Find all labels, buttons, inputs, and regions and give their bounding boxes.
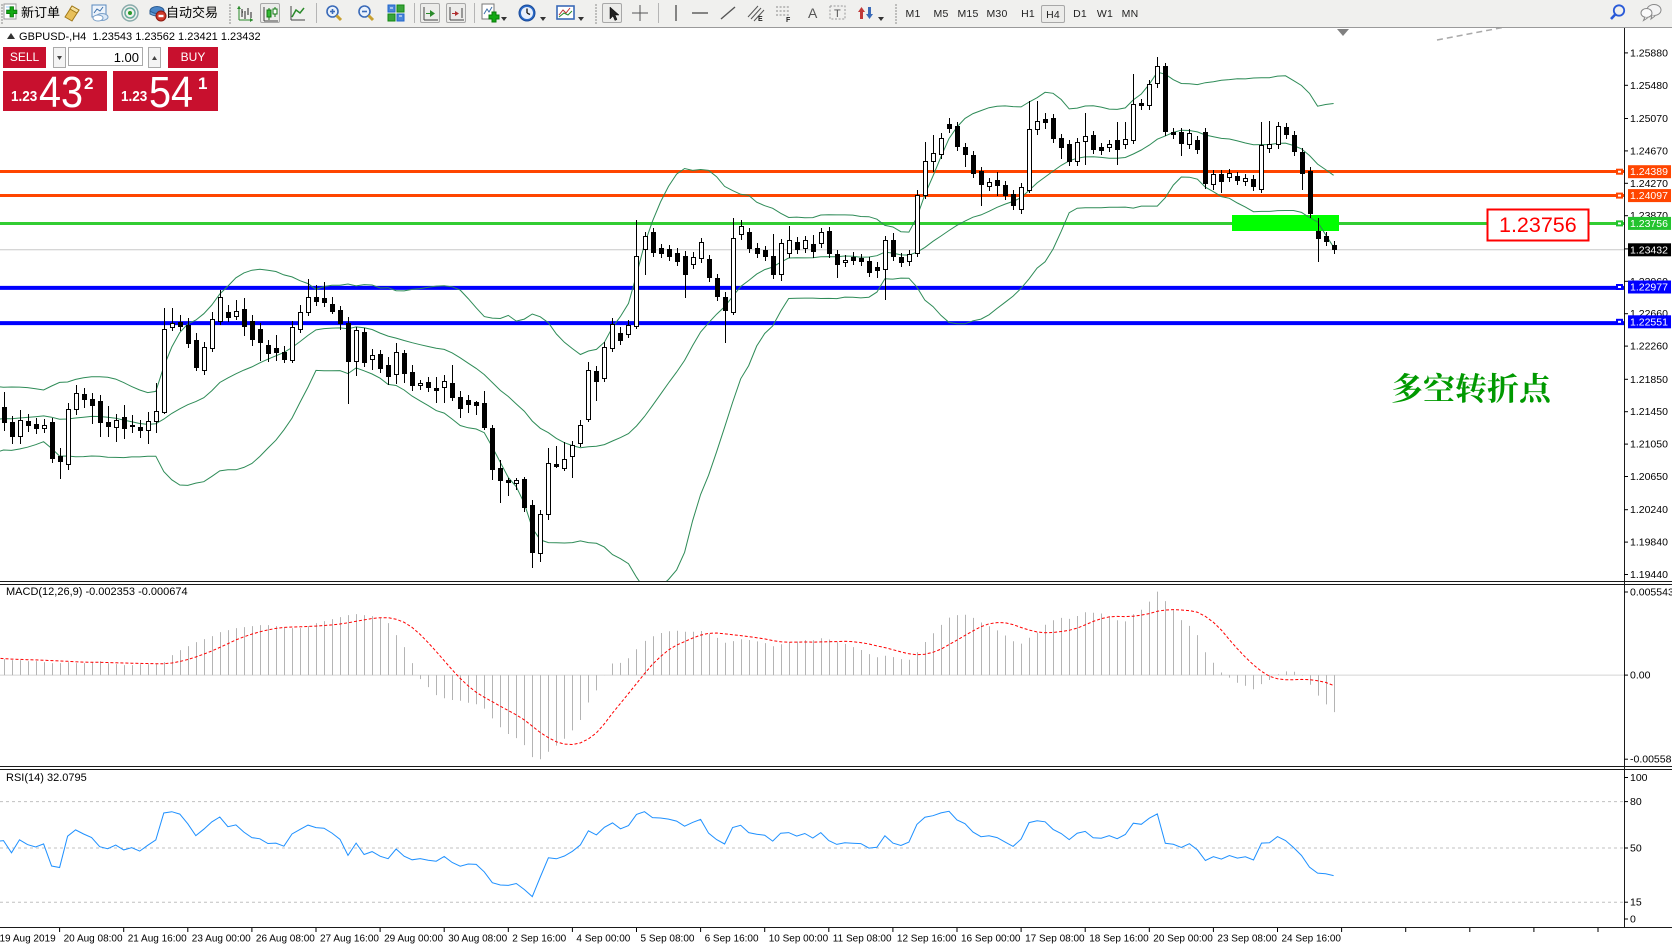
svg-text:23 Sep 08:00: 23 Sep 08:00 xyxy=(1217,934,1277,945)
svg-text:30 Aug 08:00: 30 Aug 08:00 xyxy=(448,934,507,945)
svg-text:27 Aug 16:00: 27 Aug 16:00 xyxy=(320,934,379,945)
svg-text:1.22977: 1.22977 xyxy=(1630,282,1668,294)
svg-text:15: 15 xyxy=(1630,897,1642,909)
svg-text:19 Aug 2019: 19 Aug 2019 xyxy=(0,934,56,945)
svg-text:5 Sep 08:00: 5 Sep 08:00 xyxy=(641,934,695,945)
svg-text:16 Sep 00:00: 16 Sep 00:00 xyxy=(961,934,1021,945)
svg-text:1.23756: 1.23756 xyxy=(1499,213,1577,237)
svg-text:1.24670: 1.24670 xyxy=(1630,145,1668,157)
svg-text:T: T xyxy=(834,8,841,20)
svg-text:A: A xyxy=(808,5,818,21)
svg-text:17 Sep 08:00: 17 Sep 08:00 xyxy=(1025,934,1085,945)
svg-text:F: F xyxy=(786,17,791,23)
svg-text:E: E xyxy=(758,16,763,23)
svg-text:1.25070: 1.25070 xyxy=(1630,113,1668,125)
svg-text:1.25480: 1.25480 xyxy=(1630,80,1668,92)
svg-text:100: 100 xyxy=(1630,772,1648,784)
svg-text:1.20240: 1.20240 xyxy=(1630,504,1668,516)
svg-text:1.24389: 1.24389 xyxy=(1630,166,1668,178)
svg-text:24 Sep 16:00: 24 Sep 16:00 xyxy=(1282,934,1342,945)
svg-text:4 Sep 00:00: 4 Sep 00:00 xyxy=(576,934,630,945)
svg-text:21 Aug 16:00: 21 Aug 16:00 xyxy=(128,934,187,945)
svg-text:18 Sep 16:00: 18 Sep 16:00 xyxy=(1089,934,1149,945)
svg-text:-0.005583: -0.005583 xyxy=(1630,754,1672,766)
svg-text:1.22551: 1.22551 xyxy=(1630,316,1668,328)
svg-text:RSI(14) 32.0795: RSI(14) 32.0795 xyxy=(6,772,87,784)
svg-text:50: 50 xyxy=(1630,843,1642,855)
svg-text:MACD(12,26,9) -0.002353 -0.000: MACD(12,26,9) -0.002353 -0.000674 xyxy=(6,586,188,598)
svg-text:0.00: 0.00 xyxy=(1630,670,1651,682)
svg-text:0: 0 xyxy=(1630,914,1636,926)
svg-text:1.21850: 1.21850 xyxy=(1630,374,1668,386)
svg-text:80: 80 xyxy=(1630,796,1642,808)
svg-text:1.25880: 1.25880 xyxy=(1630,47,1668,59)
svg-text:0.005543: 0.005543 xyxy=(1630,587,1672,599)
svg-text:12 Sep 16:00: 12 Sep 16:00 xyxy=(897,934,957,945)
svg-text:1.22260: 1.22260 xyxy=(1630,341,1668,353)
svg-text:20 Aug 08:00: 20 Aug 08:00 xyxy=(64,934,123,945)
svg-text:11 Sep 08:00: 11 Sep 08:00 xyxy=(833,934,892,945)
svg-text:1.23756: 1.23756 xyxy=(1630,218,1668,230)
svg-text:1.23432: 1.23432 xyxy=(1630,244,1668,256)
svg-text:1.24270: 1.24270 xyxy=(1630,178,1668,190)
svg-text:29 Aug 00:00: 29 Aug 00:00 xyxy=(384,934,443,945)
svg-text:1.20650: 1.20650 xyxy=(1630,471,1668,483)
svg-text:26 Aug 08:00: 26 Aug 08:00 xyxy=(256,934,315,945)
svg-text:23 Aug 00:00: 23 Aug 00:00 xyxy=(192,934,251,945)
svg-text:1.21450: 1.21450 xyxy=(1630,406,1668,418)
svg-text:20 Sep 00:00: 20 Sep 00:00 xyxy=(1153,934,1213,945)
svg-text:1.24097: 1.24097 xyxy=(1630,190,1668,202)
svg-text:1.19440: 1.19440 xyxy=(1630,569,1668,581)
svg-text:1.19840: 1.19840 xyxy=(1630,537,1668,549)
svg-text:6 Sep 16:00: 6 Sep 16:00 xyxy=(705,934,759,945)
svg-text:1.21050: 1.21050 xyxy=(1630,439,1668,451)
svg-text:2 Sep 16:00: 2 Sep 16:00 xyxy=(512,934,566,945)
svg-text:10 Sep 00:00: 10 Sep 00:00 xyxy=(769,934,829,945)
